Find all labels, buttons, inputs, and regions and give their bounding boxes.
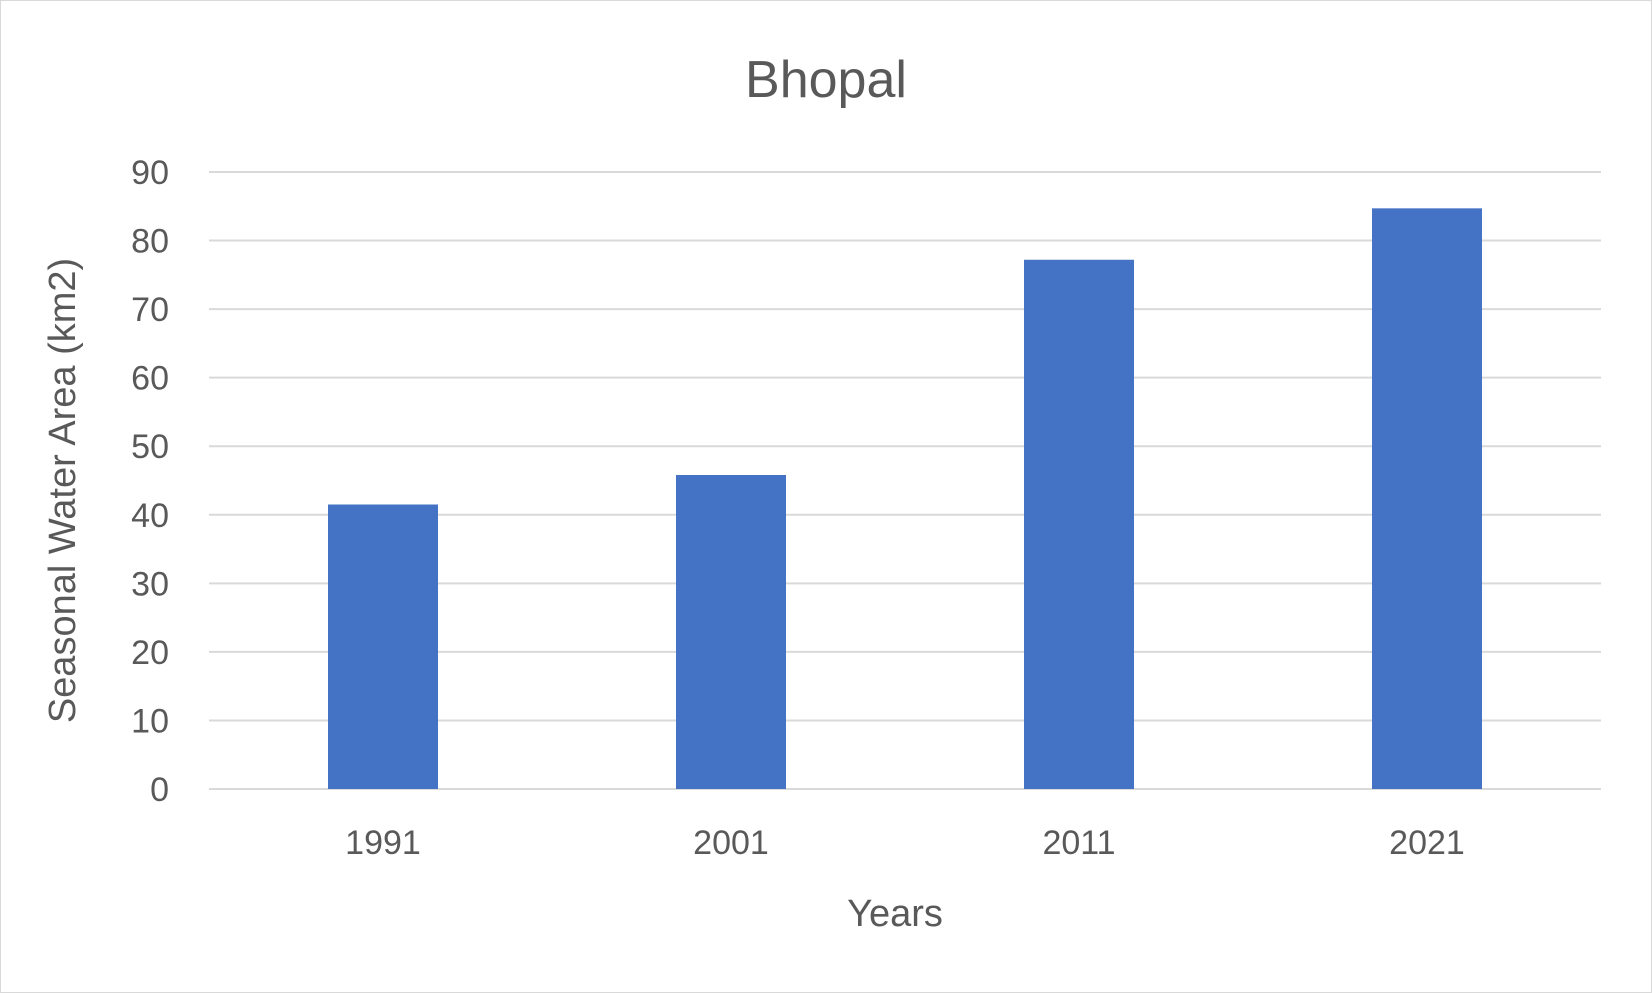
x-tick-label: 1991 [345, 824, 421, 862]
bars [328, 208, 1482, 789]
y-tick-label: 30 [131, 565, 169, 603]
bar-2011 [1024, 259, 1134, 789]
y-tick-label: 10 [131, 702, 169, 740]
gridlines [209, 171, 1601, 790]
bar-1991 [328, 504, 438, 789]
x-tick-label: 2021 [1389, 824, 1465, 862]
y-tick-label: 50 [131, 428, 169, 466]
x-axis-label: Years [847, 893, 943, 935]
y-axis-ticks: 0 10 20 30 40 50 60 70 80 90 [131, 154, 169, 809]
y-tick-label: 0 [150, 771, 169, 809]
y-tick-label: 70 [131, 291, 169, 329]
x-axis-ticks: 1991 2001 2011 2021 [345, 824, 1465, 862]
y-tick-label: 60 [131, 360, 169, 398]
x-tick-label: 2011 [1042, 824, 1115, 862]
y-axis-label: Seasonal Water Area (km2) [42, 258, 84, 723]
y-tick-label: 80 [131, 223, 169, 261]
y-tick-label: 90 [131, 154, 169, 192]
x-tick-label: 2001 [693, 824, 769, 862]
y-tick-label: 20 [131, 634, 169, 672]
chart-title: Bhopal [745, 51, 907, 109]
bar-2021 [1372, 208, 1482, 789]
y-tick-label: 40 [131, 497, 169, 535]
bar-2001 [676, 475, 786, 789]
